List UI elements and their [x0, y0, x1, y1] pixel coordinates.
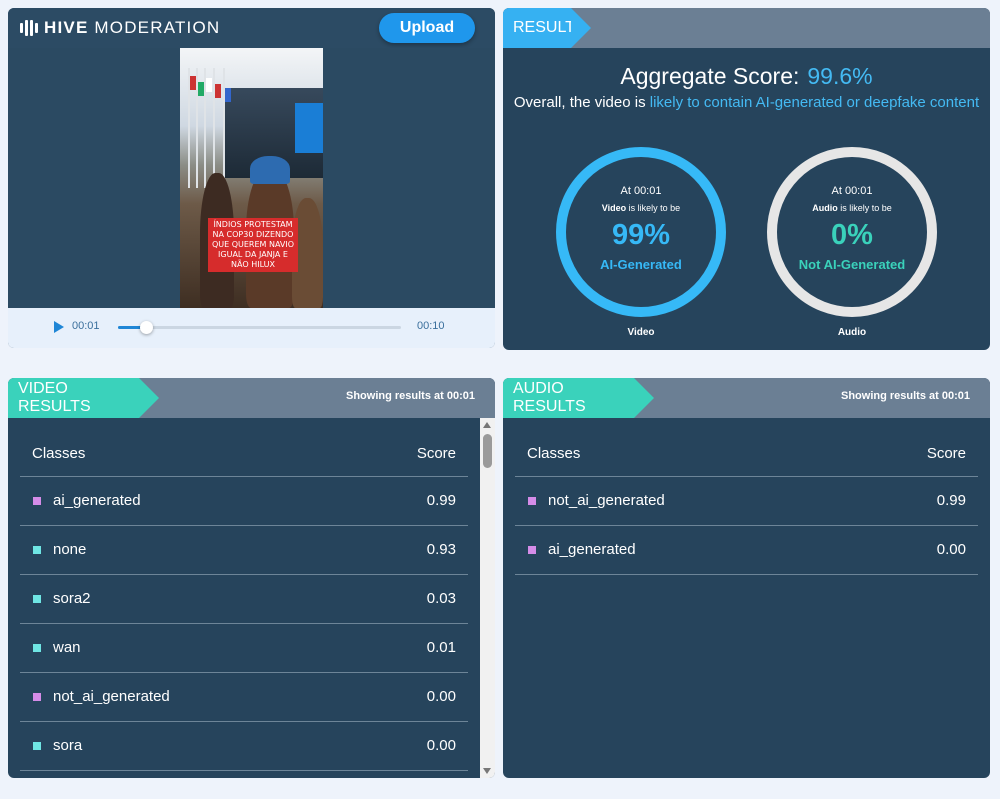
class-color-swatch [33, 497, 41, 505]
class-name: sora [53, 737, 83, 754]
audio-gauge-percent: 0% [831, 219, 873, 251]
table-header: Classes Score [515, 434, 978, 477]
score-header: Score [416, 445, 456, 462]
class-score: 0.99 [426, 492, 456, 509]
video-frame[interactable]: ÍNDIOS PROTESTAM NA COP30 DIZENDO QUE QU… [180, 48, 323, 308]
video-results-panel: VIDEO RESULTS Showing results at 00:01 C… [8, 378, 495, 778]
video-results-header: VIDEO RESULTS Showing results at 00:01 [8, 378, 495, 418]
table-row: not_ai_generated 0.99 [515, 477, 978, 526]
class-name: not_ai_generated [53, 688, 170, 705]
class-color-swatch [528, 497, 536, 505]
player-controls: 00:01 00:10 [8, 308, 495, 348]
class-name: none [53, 541, 87, 558]
audio-results-panel: AUDIO RESULTS Showing results at 00:01 C… [503, 378, 990, 778]
video-caption: ÍNDIOS PROTESTAM NA COP30 DIZENDO QUE QU… [208, 218, 298, 272]
video-player-panel: HIVE MODERATION Upload ÍNDIOS PROTESTAM … [8, 8, 495, 348]
class-score: 0.99 [936, 492, 966, 509]
class-color-swatch [33, 546, 41, 554]
audio-results-header: AUDIO RESULTS Showing results at 00:01 [503, 378, 990, 418]
video-gauge-subject: Video [601, 203, 627, 213]
seek-track[interactable] [118, 326, 401, 329]
class-color-swatch [33, 693, 41, 701]
table-row: ai_generated 0.00 [515, 526, 978, 575]
class-name: ai_generated [53, 492, 141, 509]
aggregate-label: Aggregate Score: [620, 63, 800, 89]
audio-showing-results: Showing results at 00:01 [841, 390, 970, 402]
seek-handle[interactable] [140, 321, 154, 334]
audio-results-table: Classes Score not_ai_generated 0.99 ai_gen… [515, 434, 978, 575]
hive-logo: HIVE MODERATION [20, 18, 220, 38]
video-area[interactable]: ÍNDIOS PROTESTAM NA COP30 DIZENDO QUE QU… [8, 48, 495, 308]
scroll-thumb[interactable] [483, 434, 492, 468]
classes-header: Classes [32, 445, 86, 462]
table-row: none 0.93 [20, 526, 468, 575]
video-results-table: Classes Score ai_generated 0.99 none 0.93 so… [20, 434, 468, 771]
scroll-down-icon[interactable] [483, 768, 491, 774]
overall-prefix: Overall, the video is [513, 94, 646, 111]
current-time: 00:01 [72, 320, 100, 332]
video-gauge-likely: is likely to be [628, 203, 681, 213]
class-name: sora2 [53, 590, 91, 607]
video-gauge: At 00:01 Video is likely to be 99% AI-Ge… [556, 147, 726, 317]
class-score: 0.03 [426, 590, 456, 607]
table-row: wan 0.01 [20, 624, 468, 673]
play-icon[interactable] [54, 321, 64, 333]
screen-image [295, 103, 323, 153]
aggregate-score: Aggregate Score: 99.6% [503, 63, 990, 90]
aggregate-value: 99.6% [807, 63, 873, 89]
upload-button[interactable]: Upload [379, 13, 475, 43]
overall-highlight: likely to contain AI-generated or deepfa… [649, 94, 980, 111]
overall-verdict: Overall, the video is likely to contain … [513, 92, 980, 114]
seek-progress [118, 326, 147, 329]
video-results-tab: VIDEO RESULTS [8, 378, 159, 418]
table-header: Classes Score [20, 434, 468, 477]
video-gauge-label: AI-Generated [600, 257, 682, 272]
logo-light: MODERATION [94, 18, 221, 37]
class-score: 0.00 [426, 688, 456, 705]
video-gauge-caption: Video [627, 327, 655, 338]
video-gauge-percent: 99% [611, 219, 671, 251]
class-color-swatch [33, 742, 41, 750]
result-header: RESULT [503, 8, 990, 48]
audio-gauge: At 00:01 Audio is likely to be 0% Not AI… [767, 147, 937, 317]
result-panel: RESULT Aggregate Score: 99.6% Overall, th… [503, 8, 990, 350]
logo-bars-icon [20, 20, 38, 36]
video-results-scrollbar[interactable] [480, 418, 495, 778]
table-row: ai_generated 0.99 [20, 477, 468, 526]
class-score: 0.01 [426, 639, 456, 656]
table-row: sora 0.00 [20, 722, 468, 771]
video-showing-results: Showing results at 00:01 [346, 390, 475, 402]
class-score: 0.00 [426, 737, 456, 754]
classes-header: Classes [527, 445, 581, 462]
logo-bold: HIVE [44, 18, 89, 37]
class-score: 0.93 [426, 541, 456, 558]
audio-gauge-label: Not AI-Generated [798, 257, 906, 272]
class-name: ai_generated [548, 541, 636, 558]
class-color-swatch [33, 644, 41, 652]
table-row: not_ai_generated 0.00 [20, 673, 468, 722]
class-color-swatch [528, 546, 536, 554]
class-name: not_ai_generated [548, 492, 665, 509]
player-header: HIVE MODERATION Upload [8, 8, 495, 48]
audio-gauge-caption: Audio [837, 327, 867, 338]
video-gauge-time: At 00:01 [620, 185, 662, 197]
score-header: Score [926, 445, 966, 462]
audio-gauge-time: At 00:01 [831, 185, 873, 197]
audio-results-tab: AUDIO RESULTS [503, 378, 654, 418]
result-tab: RESULT [503, 8, 591, 48]
audio-gauge-likely: is likely to be [840, 203, 892, 213]
audio-gauge-subject: Audio [812, 203, 838, 213]
scroll-up-icon[interactable] [483, 422, 491, 428]
duration: 00:10 [417, 320, 445, 332]
class-color-swatch [33, 595, 41, 603]
table-row: sora2 0.03 [20, 575, 468, 624]
class-name: wan [53, 639, 81, 656]
class-score: 0.00 [936, 541, 966, 558]
